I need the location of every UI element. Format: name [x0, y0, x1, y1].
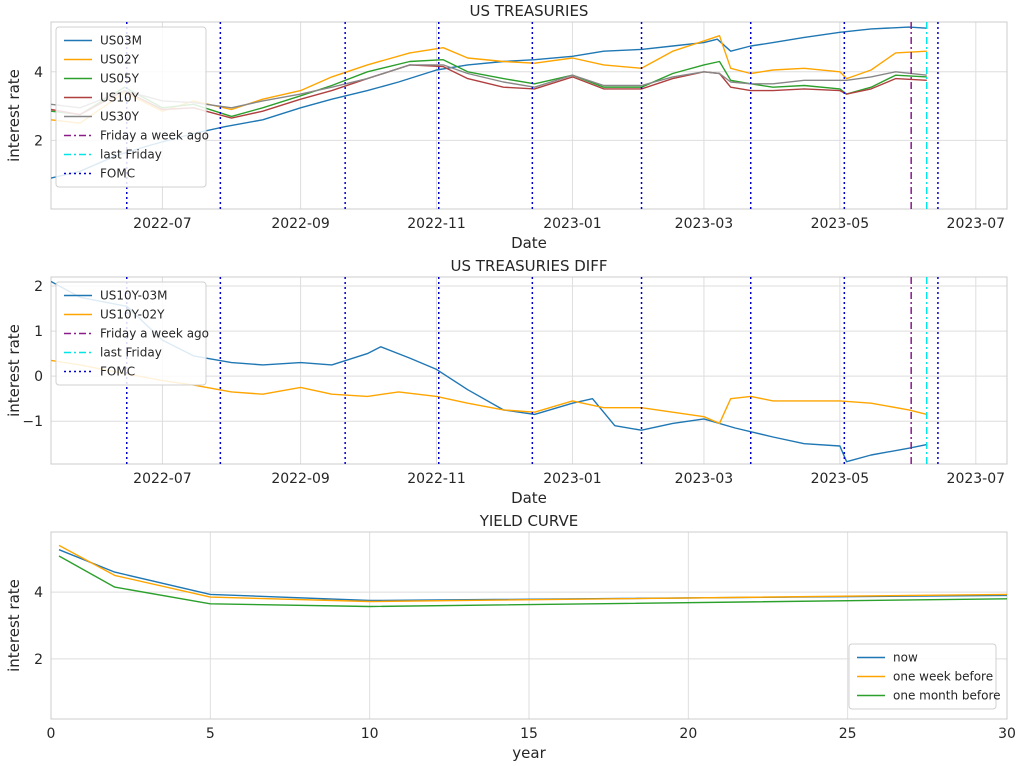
legend-label: now — [893, 651, 918, 665]
legend-label: last Friday — [100, 346, 162, 360]
chart-title: US TREASURIES DIFF — [451, 257, 608, 275]
legend-label: Friday a week ago — [100, 327, 209, 341]
legend-label: Friday a week ago — [100, 129, 209, 143]
chart-title: US TREASURIES — [470, 2, 589, 20]
y-axis-label: interest rate — [5, 579, 23, 672]
x-axis-label: Date — [511, 234, 547, 252]
y-axis-label: interest rate — [5, 324, 23, 417]
x-tick-label: 2022-07 — [133, 216, 192, 232]
legend-label: US02Y — [100, 53, 140, 67]
x-tick-label: 2022-07 — [133, 471, 192, 487]
series-line-one week before — [58, 544, 1007, 603]
legend-label: FOMC — [100, 365, 135, 379]
x-tick-label: 2023-03 — [675, 471, 734, 487]
x-tick-label: 5 — [206, 726, 215, 742]
x-axis-label: year — [512, 744, 546, 762]
plot-frame — [50, 21, 1008, 210]
legend-label: FOMC — [100, 167, 135, 181]
series-line-one month before — [58, 555, 1007, 608]
x-tick-label: 2023-05 — [811, 471, 870, 487]
series-line-us03m — [51, 26, 927, 179]
x-tick-label: 2023-05 — [811, 216, 870, 232]
y-tick-label: 2 — [34, 652, 43, 668]
legend-label: US10Y — [100, 91, 140, 105]
chart-title: YIELD CURVE — [479, 512, 579, 530]
x-tick-label: 2023-03 — [675, 216, 734, 232]
legend-label: US30Y — [100, 110, 140, 124]
x-tick-label: 10 — [361, 726, 379, 742]
legend-box — [55, 26, 207, 188]
legend-label: one week before — [893, 670, 993, 684]
plot-area — [51, 277, 939, 464]
x-tick-label: 20 — [679, 726, 697, 742]
chart-panel-2: 0 5 10 15 20 25 30 2 4 YIELD CURVE year interest ra… — [5, 512, 1016, 762]
x-tick-label: 30 — [998, 726, 1016, 742]
y-axis-label: interest rate — [5, 69, 23, 162]
legend: US03M US02Y US05Y US10Y US30Y Friday a week a… — [55, 26, 209, 188]
x-tick-label: 2023-01 — [543, 216, 602, 232]
legend-label: US03M — [100, 34, 142, 48]
legend: US10Y-03M US10Y-02Y Friday a week ago last … — [55, 281, 209, 386]
plot-frame — [50, 276, 1008, 465]
legend-label: US10Y-03M — [100, 289, 168, 303]
x-tick-label: 2022-09 — [271, 216, 330, 232]
y-tick-label: 1 — [34, 324, 43, 340]
plot-area — [58, 544, 1007, 608]
x-axis-label: Date — [511, 489, 547, 507]
y-tick-label: 4 — [34, 585, 43, 601]
x-tick-label: 15 — [520, 726, 538, 742]
y-tick-label: 0 — [34, 369, 43, 385]
x-tick-label: 25 — [839, 726, 857, 742]
legend: now one week before one month before — [848, 643, 1001, 710]
x-tick-label: 2022-11 — [407, 471, 466, 487]
legend-box — [848, 643, 997, 710]
series-line-us05y — [51, 59, 927, 118]
y-tick-label: 2 — [34, 279, 43, 295]
series-line-us30y — [51, 64, 927, 109]
legend-label: last Friday — [100, 148, 162, 162]
x-tick-label: 2022-11 — [407, 216, 466, 232]
series-line-us10y — [51, 64, 927, 119]
x-tick-label: 0 — [47, 726, 56, 742]
x-tick-label: 2023-07 — [947, 216, 1006, 232]
series-line-us02y — [51, 35, 927, 124]
chart-panel-1: 2022-07 2022-09 2022-11 2023-01 2023-03 2023-… — [5, 257, 1008, 507]
legend-box — [55, 281, 207, 386]
series-line-us10y-02y — [51, 359, 927, 425]
legend-label: US10Y-02Y — [100, 308, 165, 322]
series-line-us10y-03m — [51, 280, 927, 463]
y-tick-label: 4 — [34, 65, 43, 81]
series-line-now — [58, 549, 1007, 602]
x-tick-label: 2022-09 — [271, 471, 330, 487]
y-tick-label: 2 — [34, 133, 43, 149]
plot-frame — [50, 531, 1008, 720]
x-tick-label: 2023-01 — [543, 471, 602, 487]
y-tick-label: −1 — [22, 414, 43, 430]
legend-label: one month before — [893, 689, 1001, 703]
x-tick-label: 2023-07 — [947, 471, 1006, 487]
chart-panel-0: 2022-07 2022-09 2022-11 2023-01 2023-03 2023-… — [5, 2, 1008, 252]
legend-label: US05Y — [100, 72, 140, 86]
